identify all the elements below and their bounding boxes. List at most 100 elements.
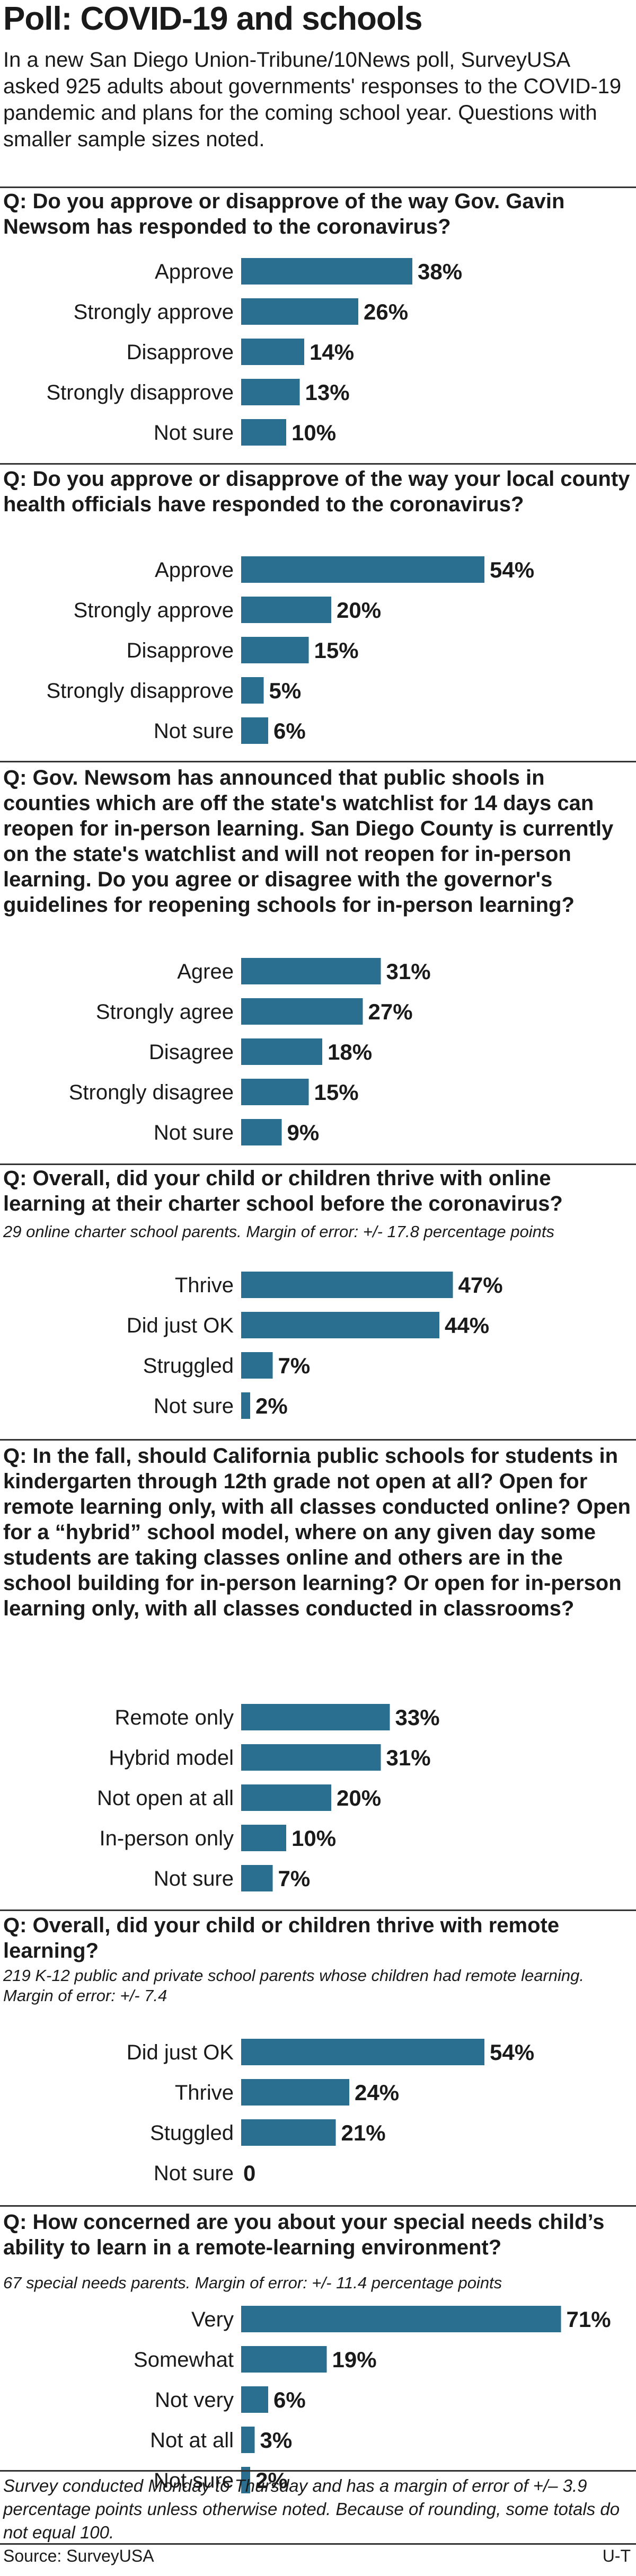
- bar: [241, 958, 381, 984]
- bar: [241, 2306, 561, 2332]
- question-7: Q: How concerned are you about your spec…: [3, 2210, 605, 2259]
- category-label: Not sure: [154, 1867, 234, 1890]
- category-label: Approve: [155, 260, 234, 283]
- category-label: Approve: [155, 558, 234, 582]
- value-label: 19%: [332, 2347, 377, 2372]
- category-label: Did just OK: [127, 1314, 234, 1337]
- category-label: Disapprove: [127, 639, 234, 662]
- bar: [241, 339, 304, 365]
- category-label: Strongly agree: [96, 1000, 234, 1024]
- bar: [241, 2346, 327, 2373]
- divider: [0, 1163, 636, 1165]
- category-label: Strongly approve: [74, 300, 234, 324]
- bar: [241, 2427, 255, 2453]
- value-label: 9%: [287, 1120, 320, 1145]
- bar: [241, 597, 331, 623]
- bar: [241, 1312, 439, 1338]
- category-label: Not sure: [154, 1121, 234, 1144]
- category-label: Stuggled: [150, 2121, 234, 2145]
- category-label: Not sure: [154, 1394, 234, 1418]
- divider: [0, 2205, 636, 2207]
- category-label: Strongly disapprove: [46, 679, 234, 703]
- category-label: Not very: [155, 2388, 234, 2412]
- value-label: 0: [243, 2161, 255, 2186]
- value-label: 7%: [278, 1353, 311, 1378]
- value-label: 15%: [314, 1080, 359, 1105]
- divider: [0, 463, 636, 465]
- value-label: 5%: [269, 678, 302, 703]
- page-title: Poll: COVID-19 and schools: [3, 1, 422, 37]
- value-label: 14%: [310, 340, 354, 365]
- bar: [241, 1079, 309, 1105]
- category-label: Struggled: [143, 1354, 234, 1378]
- divider: [0, 1909, 636, 1911]
- value-label: 6%: [273, 2387, 306, 2412]
- category-label: Thrive: [175, 1274, 234, 1297]
- bar: [241, 298, 358, 325]
- bar: [241, 2119, 336, 2146]
- value-label: 20%: [337, 1786, 381, 1810]
- bar: [241, 1038, 322, 1065]
- category-label: Strongly disagree: [69, 1081, 234, 1104]
- bar-chart-1: Approve 38% Strongly approve 26% Disapprove 1…: [46, 258, 462, 446]
- category-label: Very: [191, 2308, 234, 2331]
- footnote: Survey conducted Monday to Thursday and …: [3, 2476, 620, 2542]
- divider: [0, 2470, 636, 2472]
- value-label: 31%: [386, 1745, 431, 1770]
- value-label: 33%: [395, 1705, 440, 1730]
- value-label: 15%: [314, 638, 359, 663]
- bar: [241, 1825, 286, 1851]
- bar: [241, 1865, 273, 1891]
- sample-note-4: 29 online charter school parents. Margin…: [3, 1222, 554, 1241]
- category-label: Somewhat: [134, 2348, 234, 2371]
- category-label: Hybrid model: [109, 1746, 234, 1770]
- bar: [241, 2079, 349, 2106]
- bar: [241, 2039, 484, 2065]
- bar: [241, 677, 264, 704]
- value-label: 18%: [328, 1040, 372, 1064]
- bar-chart-5: Remote only 33% Hybrid model 31% Not open at…: [97, 1704, 440, 1891]
- bar: [241, 2386, 268, 2413]
- category-label: Remote only: [114, 1706, 234, 1729]
- bar-chart-7: Very 71% Somewhat 19% Not very 6% Not at all 3%…: [134, 2306, 611, 2493]
- value-label: 10%: [292, 1826, 336, 1851]
- bar: [241, 1784, 331, 1811]
- source-credit: Source: SurveyUSA: [3, 2546, 154, 2565]
- question-3: Q: Gov. Newsom has announced that public…: [3, 766, 614, 917]
- value-label: 13%: [305, 380, 350, 405]
- bar: [241, 1392, 250, 1419]
- value-label: 38%: [418, 259, 462, 284]
- bar: [241, 1704, 390, 1730]
- category-label: Strongly disapprove: [46, 381, 234, 404]
- value-label: 24%: [355, 2080, 399, 2105]
- value-label: 26%: [364, 299, 408, 324]
- bar: [241, 2467, 250, 2493]
- category-label: Not sure: [154, 2469, 234, 2492]
- divider: [0, 2543, 636, 2545]
- bar-chart-6: Did just OK 54% Thrive 24% Stuggled 21% Not su…: [127, 2039, 534, 2186]
- divider: [0, 186, 636, 188]
- category-label: Not sure: [154, 2162, 234, 2185]
- intro-text: In a new San Diego Union-Tribune/10News …: [3, 48, 622, 151]
- value-label: 2%: [255, 1393, 288, 1418]
- category-label: In-person only: [100, 1827, 234, 1850]
- value-label: 20%: [337, 598, 381, 623]
- category-label: Not sure: [154, 421, 234, 445]
- question-4: Q: Overall, did your child or children t…: [3, 1167, 563, 1215]
- bar-chart-4: Thrive 47% Did just OK 44% Struggled 7% Not su…: [127, 1272, 503, 1419]
- divider: [0, 761, 636, 762]
- category-label: Strongly approve: [74, 599, 234, 622]
- publisher-credit: U-T: [602, 2546, 631, 2565]
- question-1: Q: Do you approve or disapprove of the w…: [3, 190, 565, 238]
- bar: [241, 556, 484, 583]
- bar: [241, 379, 300, 405]
- category-label: Not open at all: [97, 1787, 234, 1810]
- question-2: Q: Do you approve or disapprove of the w…: [3, 467, 630, 516]
- bar: [241, 717, 268, 744]
- category-label: Agree: [177, 960, 234, 983]
- bar: [241, 1272, 453, 1298]
- value-label: 47%: [458, 1273, 503, 1298]
- bar: [241, 258, 412, 285]
- question-5: Q: In the fall, should California public…: [3, 1444, 631, 1620]
- bar: [241, 1744, 381, 1771]
